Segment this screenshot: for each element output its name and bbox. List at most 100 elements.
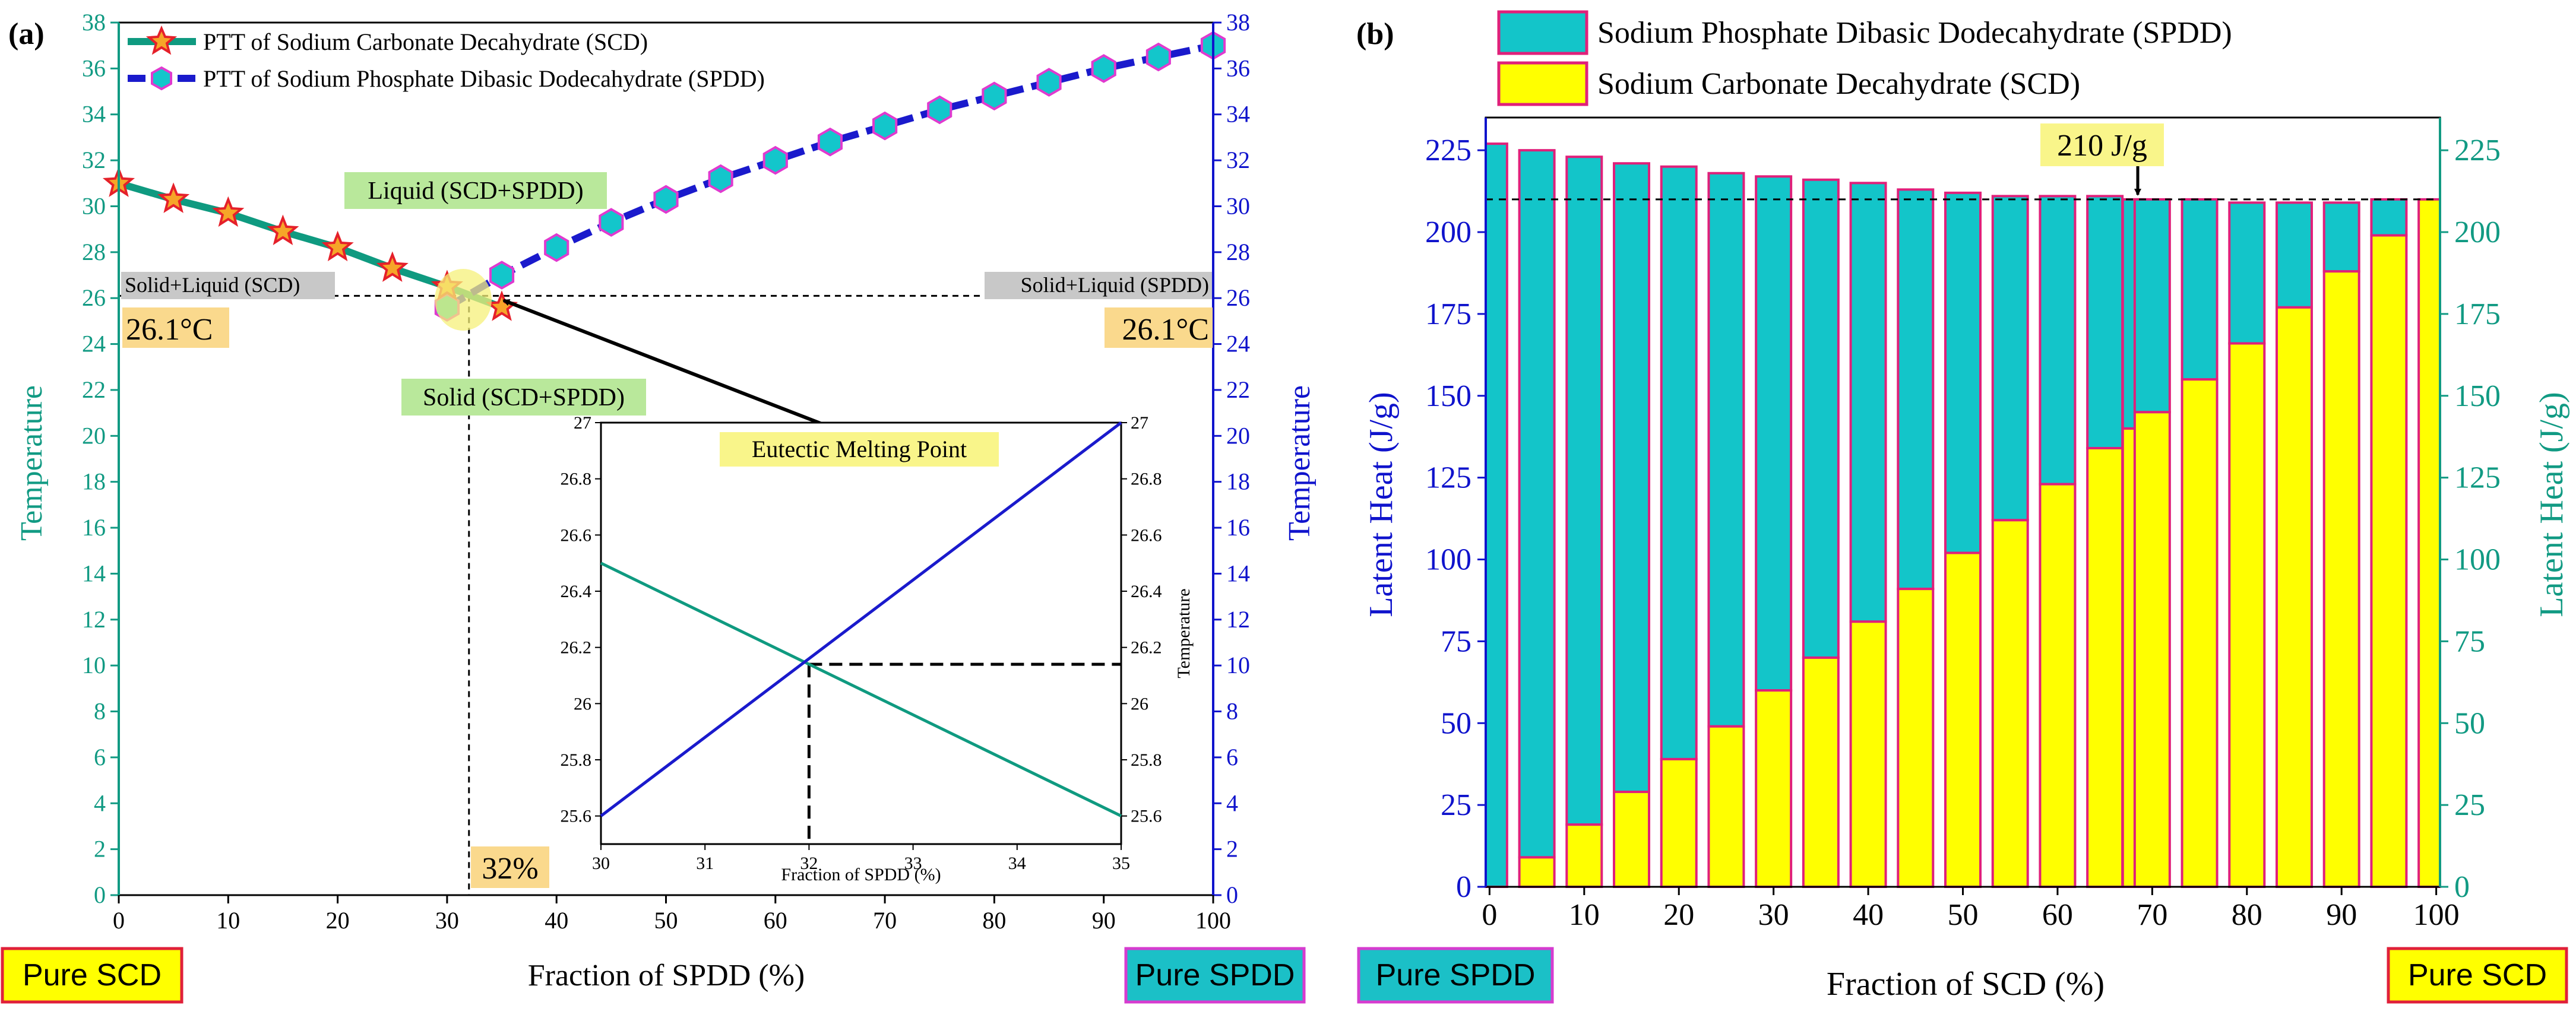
bar-scd: [2086, 447, 2124, 888]
y2-tick-label: 225: [2454, 134, 2501, 167]
bar-scd: [1849, 620, 1887, 888]
y2-tick-label: 0: [2454, 870, 2470, 904]
y-tick-label: 0: [94, 881, 106, 908]
bar-spdd: [1755, 175, 1793, 692]
inset-y-tick-label: 27: [574, 413, 591, 433]
y2-tick-label: 8: [1226, 698, 1238, 725]
spdd-point: [599, 208, 624, 237]
x-tick-label: 20: [326, 907, 350, 934]
solid-label-bg: [401, 379, 646, 416]
y2-tick-label: 36: [1226, 55, 1250, 81]
y2-tick-label: 28: [1226, 239, 1250, 265]
y-tick-label: 26: [82, 284, 106, 311]
fraction-label-bg: [471, 846, 549, 888]
y-tick-label: 32: [82, 147, 106, 173]
bar-scd: [1755, 689, 1793, 888]
y-tick-label: 50: [1441, 706, 1471, 740]
y2-tick-label: 200: [2454, 215, 2501, 249]
panel-a: (a) 02468101214161820222426283032343638 …: [1, 9, 1317, 1004]
bar-spdd: [2086, 195, 2124, 450]
solid-liquid-spdd-label: Solid+Liquid (SPDD): [1021, 273, 1209, 297]
spdd-point: [817, 127, 843, 157]
inset-y2-tick-label: 26.4: [1131, 582, 1162, 601]
bar-scd: [2133, 411, 2171, 888]
y-tick-label: 10: [82, 652, 106, 678]
y-tick-label: 6: [94, 744, 106, 770]
bar-spdd: [1849, 182, 1887, 623]
bar-scd: [1991, 519, 2029, 888]
bar-scd: [1660, 757, 1698, 889]
y2-tick-label: 12: [1226, 606, 1250, 633]
y-tick-label: 36: [82, 55, 106, 81]
inset-y2-tick-label: 27: [1131, 413, 1148, 433]
panel-b-bars: [1485, 142, 2441, 889]
x-tick-label: 0: [1482, 898, 1497, 932]
y-tick-label: 34: [82, 101, 106, 128]
y-tick-label: 18: [82, 468, 106, 495]
bar-spdd: [1565, 156, 1603, 826]
inset-y2-tick-label: 26.8: [1131, 470, 1162, 489]
inset-y2-tick-label: 25.8: [1131, 750, 1162, 770]
x-tick-label: 70: [873, 907, 897, 934]
panel-b-x-axis: 0 10 20 30 40 50 60 70 80 90 100: [1482, 887, 2460, 932]
bar-spdd: [2370, 198, 2408, 237]
y-tick-label: 150: [1425, 379, 1471, 413]
panel-b-legend: Sodium Phosphate Dibasic Dodecahydrate (…: [1497, 10, 2232, 106]
pure-spdd-box-a: [1124, 947, 1306, 1004]
legend-swatch-scd: [1497, 61, 1588, 106]
scd-point: [212, 196, 245, 227]
bar-scd: [2417, 198, 2441, 889]
y2-tick-label: 150: [2454, 379, 2501, 413]
spdd-point: [1036, 68, 1062, 97]
spdd-point: [762, 145, 788, 175]
y2-tick-label: 2: [1226, 836, 1238, 862]
x-tick-label: 100: [2413, 898, 2460, 932]
x-tick-label: 80: [982, 907, 1006, 934]
bar-scd: [2370, 234, 2408, 889]
y2-tick-label: 175: [2454, 297, 2501, 331]
y-tick-label: 28: [82, 239, 106, 265]
inset-y-tick-label: 25.6: [561, 807, 592, 826]
bar-spdd: [1897, 188, 1935, 591]
x-tick-label: 20: [1663, 898, 1694, 932]
legend-hexagon-marker: [151, 66, 172, 91]
inset-scd-line: [600, 562, 1122, 817]
x-tick-label: 60: [764, 907, 787, 934]
y2-tick-label: 30: [1226, 192, 1250, 219]
x-tick-label: 0: [113, 907, 125, 934]
x-tick-label: 70: [2137, 898, 2167, 932]
bar-scd: [1897, 588, 1935, 888]
bar-spdd: [1991, 195, 2029, 522]
bar-scd: [2275, 306, 2313, 888]
x-tick-label: 50: [654, 907, 678, 934]
bar-spdd: [2181, 198, 2219, 381]
panel-b-y-label: Latent Heat (J/g): [1363, 392, 1400, 617]
pure-scd-label-a: Pure SCD: [23, 958, 162, 992]
solid-label: Solid (SCD+SPDD): [423, 384, 625, 411]
bar-scd: [2322, 270, 2360, 889]
bar-scd: [1944, 551, 1982, 888]
x-tick-label: 10: [1569, 898, 1600, 932]
bar-scd: [2181, 378, 2219, 888]
spdd-point: [544, 233, 569, 262]
bar-spdd: [1518, 149, 1556, 859]
bar-scd: [1518, 856, 1556, 889]
eutectic-arrow: [502, 299, 844, 434]
scd-point: [321, 230, 354, 262]
y-tick-label: 75: [1441, 624, 1471, 658]
scd-point: [267, 214, 299, 246]
solid-liquid-spdd-bg: [985, 272, 1212, 299]
annotation-bg: [2040, 123, 2164, 166]
inset-x-tick-label: 31: [696, 854, 714, 873]
y-tick-label: 22: [82, 376, 106, 403]
panel-b-y2-label: Latent Heat (J/g): [2533, 392, 2570, 617]
fraction-label: 32%: [482, 852, 538, 886]
legend-label-spdd: PTT of Sodium Phosphate Dibasic Dodecahy…: [203, 65, 765, 92]
y2-tick-label: 26: [1226, 284, 1250, 311]
inset-x-tick-label: 33: [904, 854, 922, 873]
inset-y-tick-label: 26.2: [561, 638, 592, 658]
liquid-label-bg: [344, 172, 607, 209]
